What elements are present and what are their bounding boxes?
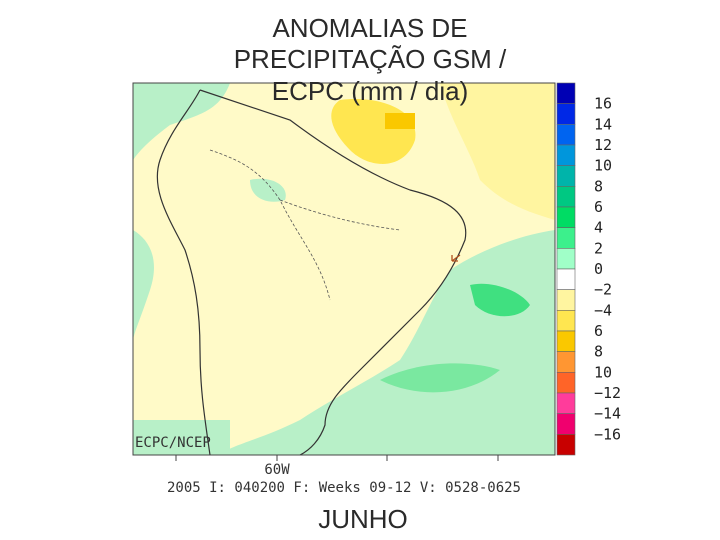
colorbar-box: [556, 103, 576, 125]
colorbar-box: [556, 268, 576, 290]
anomaly-area: [470, 283, 530, 317]
title-line: PRECIPITAÇÃO GSM /: [234, 44, 507, 74]
colorbar-label: 6: [594, 322, 603, 340]
footer: 2005 I: 040200 F: Weeks 09-12 V: 0528-06…: [167, 480, 521, 496]
colorbar-label: −16: [594, 425, 621, 443]
colorbar-label: 14: [594, 115, 612, 133]
credit: ECPC/NCEP: [135, 435, 211, 451]
colorbar-label: 0: [594, 260, 603, 278]
border: [209, 149, 401, 301]
coastline: [156, 89, 467, 456]
anomaly-area: [440, 83, 555, 220]
colorbar-label: 12: [594, 136, 612, 154]
anomaly-area: [385, 113, 415, 129]
colorbar-box: [556, 289, 576, 311]
colorbar-box: [556, 82, 576, 104]
colorbar-label: 10: [594, 157, 612, 175]
colorbar-box: [556, 351, 576, 373]
colorbar-box: [556, 310, 576, 332]
colorbar-label: 10: [594, 363, 612, 381]
colorbar-label: −4: [594, 301, 612, 319]
colorbar-label: −12: [594, 384, 621, 402]
colorbar-box: [556, 144, 576, 166]
colorbar-label: 2: [594, 239, 603, 257]
anomaly-area: [133, 83, 230, 160]
colorbar-box: [556, 165, 576, 187]
title-line: ECPC (mm / dia): [272, 76, 468, 106]
colorbar-label: 6: [594, 198, 603, 216]
colorbar-label: 8: [594, 177, 603, 195]
lon-label: 60W: [264, 462, 290, 478]
anomaly-area: [133, 230, 154, 340]
colorbar-box: [556, 248, 576, 270]
colorbar-label: −14: [594, 405, 621, 423]
colorbar-label: 4: [594, 219, 603, 237]
map-frame: [132, 82, 556, 456]
colorbar-box: [556, 186, 576, 208]
colorbar: 16 14 12 10 8 6 4 2 0 −2 −4 6 8 10 −12 −14 −16: [556, 82, 621, 456]
anomaly-area: [380, 363, 500, 393]
arrow: [451, 254, 461, 262]
colorbar-box: [556, 124, 576, 146]
colorbar-label: 16: [594, 95, 612, 113]
title-line: ANOMALIAS DE: [272, 13, 467, 43]
colorbar-box: [556, 227, 576, 249]
colorbar-label: 8: [594, 343, 603, 361]
colorbar-box: [556, 206, 576, 228]
anomaly-area: [250, 178, 286, 202]
map: ECPC/NCEP 60W 2005 I: 040200 F: Weeks 09…: [132, 82, 556, 496]
colorbar-box: [556, 330, 576, 352]
caption: JUNHO: [318, 504, 408, 534]
colorbar-box: [556, 392, 576, 414]
colorbar-box: [556, 372, 576, 394]
colorbar-box: [556, 413, 576, 435]
colorbar-label: −2: [594, 281, 612, 299]
colorbar-box: [556, 434, 576, 456]
